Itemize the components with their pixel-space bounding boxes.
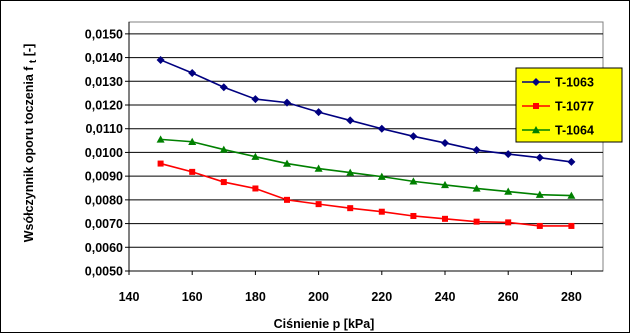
data-point — [410, 212, 417, 219]
data-point — [378, 208, 385, 215]
data-point — [504, 187, 513, 195]
y-tick-label: 0,0070 — [85, 217, 123, 231]
y-axis-title-main: Wsółczynnik oporu toczenia f — [22, 66, 36, 243]
y-tick-label: 0,0120 — [85, 99, 123, 113]
x-tick-label: 200 — [308, 290, 329, 304]
data-point — [409, 177, 418, 185]
data-point — [472, 184, 481, 192]
series-t-1063 — [156, 55, 576, 166]
x-tick-label: 160 — [182, 290, 203, 304]
data-point — [189, 168, 196, 175]
data-point — [219, 83, 228, 92]
data-point — [442, 215, 448, 222]
x-axis-ticks: 140 160 180 200 220 240 260 280 — [119, 270, 603, 304]
data-point — [252, 185, 259, 192]
x-tick-label: 220 — [371, 290, 392, 304]
data-point — [157, 160, 164, 167]
x-tick-label: 260 — [498, 290, 519, 304]
y-tick-label: 0,0080 — [85, 193, 123, 207]
y-tick-label: 0,0140 — [85, 51, 123, 65]
y-tick-label: 0,0090 — [85, 170, 123, 184]
legend-item-t-1063: T-1063 — [522, 76, 594, 90]
legend-marker — [532, 78, 540, 86]
legend: T-1063 T-1077 T-1064 — [515, 67, 623, 143]
y-axis-title: Wsółczynnik oporu toczenia f t [-] — [22, 44, 39, 243]
x-tick-label: 280 — [561, 290, 582, 304]
data-point — [377, 124, 386, 133]
series-group — [156, 55, 576, 229]
y-tick-label: 0,0060 — [85, 241, 123, 255]
data-point — [567, 157, 576, 166]
x-axis-title: Ciśnienie p [kPa] — [274, 317, 375, 331]
data-point — [535, 153, 544, 162]
data-point — [346, 168, 355, 176]
legend-item-t-1077: T-1077 — [522, 100, 594, 114]
legend-label: T-1064 — [555, 124, 594, 138]
data-point — [347, 205, 354, 212]
y-tick-label: 0,0100 — [85, 146, 123, 160]
data-point — [504, 150, 513, 159]
data-point — [473, 218, 480, 225]
series-t-1064 — [156, 135, 576, 199]
y-axis-ticks: 0,0050 0,0060 0,0070 0,0080 0,0090 0,0100 0,01… — [85, 22, 130, 279]
x-tick-label: 180 — [245, 290, 266, 304]
data-point — [220, 179, 227, 186]
data-point — [251, 152, 260, 160]
data-point — [535, 190, 544, 198]
data-point — [346, 116, 355, 125]
data-point — [441, 180, 449, 189]
y-tick-label: 0,0130 — [85, 75, 123, 89]
data-point — [284, 196, 290, 203]
data-point — [568, 222, 575, 229]
y-axis-title-subscript: t — [28, 59, 39, 63]
plot-area — [128, 21, 604, 272]
data-point — [536, 222, 543, 229]
legend-marker — [532, 126, 540, 134]
data-point — [188, 68, 197, 77]
data-point — [472, 146, 481, 155]
series-t-1077 — [157, 160, 575, 229]
series-line-t-1064 — [160, 138, 572, 197]
data-point — [315, 201, 322, 208]
data-point — [283, 98, 291, 107]
legend-label: T-1077 — [555, 100, 594, 114]
data-point — [567, 191, 576, 199]
series-line-t-1077 — [160, 162, 572, 227]
y-tick-label: 0,0050 — [85, 265, 123, 279]
y-axis-title-unit: [-] — [22, 44, 36, 57]
data-point — [251, 95, 260, 104]
x-tick-label: 140 — [119, 290, 140, 304]
data-point — [377, 172, 386, 180]
data-point — [219, 145, 228, 153]
y-tick-label: 0,0110 — [85, 122, 123, 136]
data-point — [156, 55, 165, 64]
data-point — [314, 108, 323, 117]
x-tick-label: 240 — [435, 290, 456, 304]
data-point — [314, 164, 323, 172]
data-point — [156, 135, 165, 143]
data-point — [188, 137, 197, 145]
legend-label: T-1063 — [555, 76, 594, 90]
y-tick-label: 0,0150 — [85, 27, 123, 41]
legend-item-t-1064: T-1064 — [522, 124, 594, 138]
data-point — [283, 159, 291, 167]
legend-marker — [533, 103, 539, 109]
data-point — [409, 132, 418, 141]
series-line-t-1063 — [160, 59, 572, 163]
data-point — [441, 138, 449, 147]
data-point — [505, 219, 512, 226]
